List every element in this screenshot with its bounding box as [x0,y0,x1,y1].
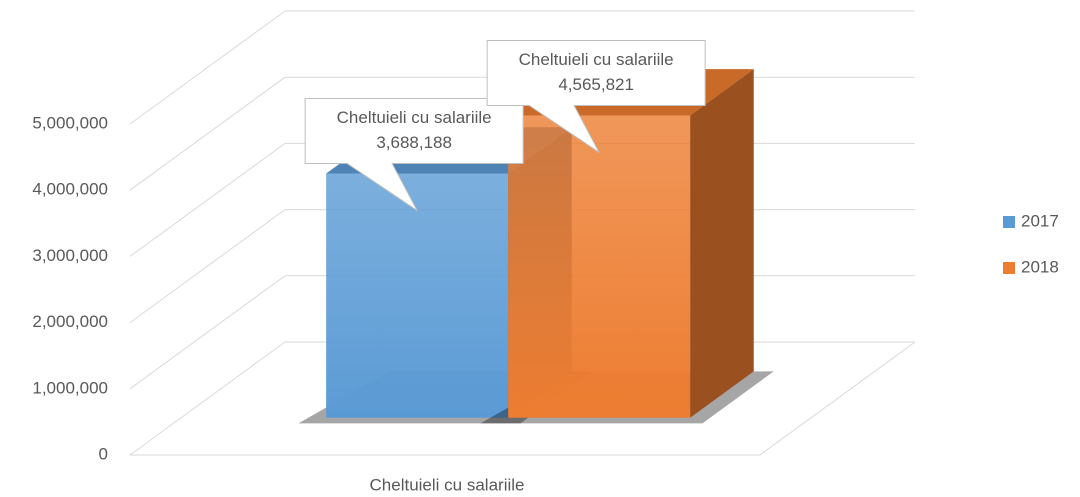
y-tick-label: 2,000,000 [32,312,108,331]
floor-edge [130,341,916,456]
callout [486,39,706,153]
grid-line [129,209,286,324]
grid-line [129,142,286,257]
legend-swatch [1003,262,1015,274]
bar-side-shade [690,69,754,418]
grid-line [129,76,286,191]
legend-label: 2018 [1021,257,1059,276]
grid-line [129,10,286,125]
data-label-name: Cheltuieli cu salariile [519,50,674,69]
data-label: 4,565,821 [558,75,634,94]
legend-label: 2017 [1021,211,1059,230]
bar [326,173,509,418]
y-tick-label: 5,000,000 [32,113,108,132]
x-tick-label: Cheltuieli cu salariile [370,475,525,494]
y-tick-label: 1,000,000 [32,378,108,397]
grid-line [129,341,286,456]
data-label-name: Cheltuieli cu salariile [337,108,492,127]
grid-line [129,275,286,390]
y-tick-label: 0 [99,444,108,463]
bar-side [690,69,754,418]
bar [508,115,691,418]
legend-swatch [1003,216,1015,228]
y-tick-label: 3,000,000 [32,246,108,265]
data-label: 3,688,188 [376,133,452,152]
callout [304,98,524,211]
y-tick-label: 4,000,000 [32,180,108,199]
